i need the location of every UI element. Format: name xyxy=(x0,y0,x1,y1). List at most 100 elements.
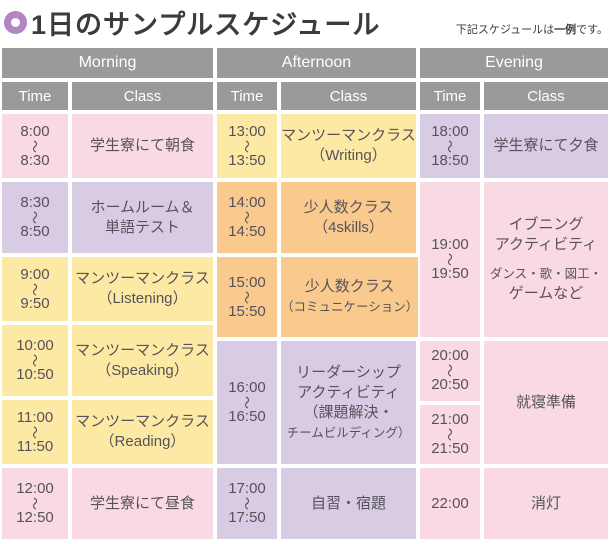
schedule-row: 11:00 〜 11:50 マンツーマンクラス （Reading） xyxy=(2,400,213,464)
class-line: （Writing） xyxy=(310,147,387,164)
class-line: ダンス・歌・図工・ xyxy=(489,267,603,281)
time-end: 9:50 xyxy=(20,294,50,312)
schedule-row: 20:00 〜 20:50 21:00 〜 21:50 就寝準備 xyxy=(420,341,608,464)
class-cell: 学生寮にて昼食 xyxy=(72,468,213,539)
class-line: （Speaking） xyxy=(96,361,189,379)
title-bar: 1日のサンプルスケジュール 下記スケジュールは一例です。 xyxy=(0,0,611,48)
bullet-icon xyxy=(4,11,27,34)
time-cell: 15:00 〜 15:50 xyxy=(217,257,277,337)
time-cell: 17:00 〜 17:50 xyxy=(217,468,277,539)
time-end: 19:50 xyxy=(431,265,469,282)
class-line: （Reading） xyxy=(99,433,186,450)
class-cell: 少人数クラス （4skills） xyxy=(281,182,416,253)
tilde-symbol: 〜 xyxy=(442,427,458,441)
subheader-class: Class xyxy=(484,82,608,110)
schedule-row: 12:00 〜 12:50 学生寮にて昼食 xyxy=(2,468,213,539)
subheader-class: Class xyxy=(281,82,416,110)
tilde-symbol: 〜 xyxy=(27,282,43,296)
class-line: 学生寮にて朝食 xyxy=(89,137,195,154)
time-end: 18:50 xyxy=(431,151,469,169)
class-line: （コミュニケーション） xyxy=(281,300,419,314)
class-cell: マンツーマンクラス （Writing） xyxy=(281,114,416,178)
subheader-row: Time Class xyxy=(2,82,213,110)
time-start: 22:00 xyxy=(431,494,469,512)
time-end: 16:50 xyxy=(228,408,266,425)
schedule-row: 18:00 〜 18:50 学生寮にて夕食 xyxy=(420,114,608,178)
tilde-symbol: 〜 xyxy=(239,290,255,304)
schedule-row: 16:00 〜 16:50 リーダーシップ アクティビティ （課題解決・ チーム… xyxy=(217,341,416,464)
note-emphasis: 一例 xyxy=(554,24,577,36)
schedule-row: 10:00 〜 10:50 マンツーマンクラス （Speaking） xyxy=(2,325,213,396)
class-cell: 就寝準備 xyxy=(484,341,608,464)
subheader-class: Class xyxy=(72,82,213,110)
tilde-symbol: 〜 xyxy=(442,139,458,153)
time-end: 8:30 xyxy=(20,151,50,169)
time-cell: 8:00 〜 8:30 xyxy=(2,114,68,178)
time-end: 8:50 xyxy=(20,223,50,240)
time-cell: 19:00 〜 19:50 xyxy=(420,182,480,337)
column-header-morning: Morning xyxy=(2,48,213,78)
schedule-row: 9:00 〜 9:50 マンツーマンクラス （Listening） xyxy=(2,257,213,321)
tilde-symbol: 〜 xyxy=(442,252,458,267)
tilde-symbol: 〜 xyxy=(442,364,458,378)
time-end: 21:50 xyxy=(431,439,469,457)
class-line: ゲームなど xyxy=(508,285,584,302)
time-start: 13:00 xyxy=(228,122,266,140)
time-cell: 10:00 〜 10:50 xyxy=(2,325,68,396)
class-cell: 自習・宿題 xyxy=(281,468,416,539)
tilde-symbol: 〜 xyxy=(27,496,43,511)
time-end: 14:50 xyxy=(228,223,266,240)
time-start: 19:00 xyxy=(431,236,469,253)
class-line: 消灯 xyxy=(530,494,561,512)
schedule-table: Morning Time Class 8:00 〜 8:30 学生寮にて朝食 8… xyxy=(0,48,611,539)
time-cell: 21:00 〜 21:50 xyxy=(420,404,480,464)
time-start: 8:00 xyxy=(20,122,50,140)
tilde-symbol: 〜 xyxy=(27,353,43,368)
class-line: チームビルディング） xyxy=(286,425,411,440)
page-title: 1日のサンプルスケジュール xyxy=(31,10,381,40)
column-header-afternoon: Afternoon xyxy=(217,48,416,78)
time-start: 9:00 xyxy=(20,265,50,283)
class-line: アクティビティ xyxy=(297,383,400,401)
time-cell: 11:00 〜 11:50 xyxy=(2,400,68,464)
class-line: マンツーマンクラス xyxy=(75,270,210,287)
schedule-row: 15:00 〜 15:50 少人数クラス （コミュニケーション） xyxy=(217,257,419,337)
subheader-time: Time xyxy=(2,82,68,110)
class-line: （Listening） xyxy=(97,290,188,307)
note-prefix: 下記スケジュールは xyxy=(455,24,555,36)
class-cell: マンツーマンクラス （Speaking） xyxy=(72,325,213,396)
disclaimer-note: 下記スケジュールは一例です。 xyxy=(456,21,608,37)
column-header-evening: Evening xyxy=(420,48,608,78)
time-end: 10:50 xyxy=(16,366,54,383)
time-start: 20:00 xyxy=(431,347,469,365)
class-line: マンツーマンクラス xyxy=(281,127,416,144)
tilde-symbol: 〜 xyxy=(239,496,255,511)
class-line: 就寝準備 xyxy=(515,393,576,411)
time-cell: 13:00 〜 13:50 xyxy=(217,114,277,178)
time-end: 20:50 xyxy=(431,376,469,394)
time-cell: 18:00 〜 18:50 xyxy=(420,114,480,178)
time-end: 11:50 xyxy=(16,437,54,455)
schedule-row: 22:00 消灯 xyxy=(420,468,608,539)
time-start: 10:00 xyxy=(16,337,54,354)
time-end: 12:50 xyxy=(16,509,54,526)
column-afternoon: Afternoon Time Class 13:00 〜 13:50 マンツーマ… xyxy=(217,48,419,539)
schedule-row: 14:00 〜 14:50 少人数クラス （4skills） xyxy=(217,182,416,253)
time-start: 17:00 xyxy=(228,480,266,497)
time-start: 18:00 xyxy=(431,122,469,140)
class-line: 学生寮にて昼食 xyxy=(89,494,195,512)
class-line: マンツーマンクラス xyxy=(75,341,210,359)
class-cell: 少人数クラス （コミュニケーション） xyxy=(281,257,419,337)
time-start: 14:00 xyxy=(228,194,266,211)
time-start: 11:00 xyxy=(16,408,54,426)
tilde-symbol: 〜 xyxy=(27,210,43,225)
schedule-row: 19:00 〜 19:50 イブニング アクティビティ ダンス・歌・図工・ ゲー… xyxy=(420,182,608,337)
subheader-time: Time xyxy=(420,82,480,110)
tilde-symbol: 〜 xyxy=(27,139,43,153)
subheader-row: Time Class xyxy=(217,82,416,110)
time-end: 17:50 xyxy=(228,509,266,526)
class-line: 自習・宿題 xyxy=(310,494,386,512)
tilde-symbol: 〜 xyxy=(239,210,255,225)
tilde-symbol: 〜 xyxy=(239,139,255,153)
time-start: 8:30 xyxy=(20,194,50,211)
